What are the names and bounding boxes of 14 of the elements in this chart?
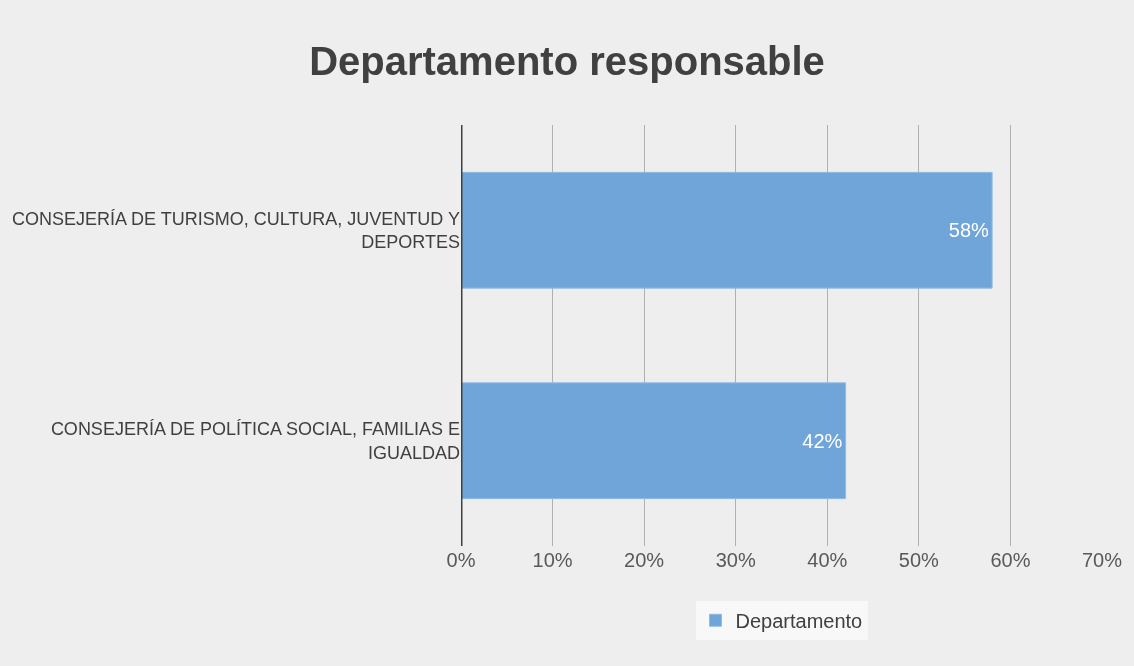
data-label: 58% (948, 219, 990, 242)
x-tick-label: 10% (532, 549, 573, 571)
x-tick-label: 0% (446, 549, 476, 571)
x-tick-label: 40% (807, 549, 848, 571)
y-tick-label: CONSEJERÍA DE POLÍTICA SOCIAL, FAMILIAS E IGUALDAD (50, 419, 460, 463)
chart-title: Departamento responsable (309, 38, 825, 83)
x-tick-label: 70% (1081, 549, 1123, 571)
x-tick-label: 50% (898, 549, 940, 571)
data-label: 42% (802, 429, 843, 452)
x-tick-label: 20% (624, 549, 665, 571)
x-tick-label: 60% (990, 549, 1031, 571)
y-tick-label: CONSEJERÍA DE TURISMO, CULTURA, JUVENTUD Y DEPORTES (11, 208, 460, 253)
legend-label: Departamento (735, 610, 863, 633)
x-tick-label: 30% (715, 549, 756, 571)
